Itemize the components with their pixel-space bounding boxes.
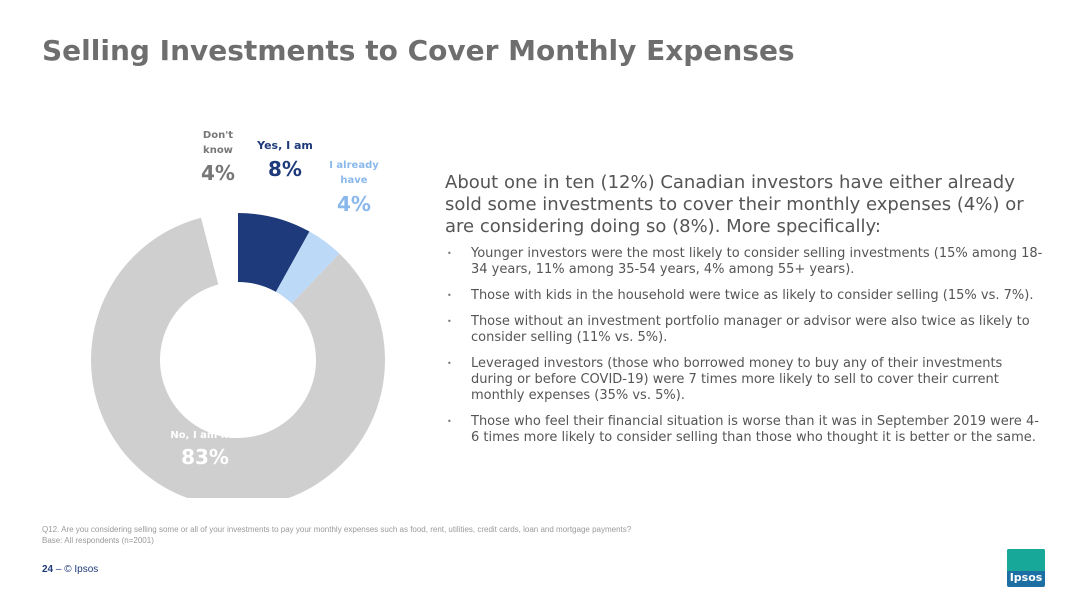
footnote-base: Base: All respondents (n=2001) — [42, 536, 154, 545]
bullet-text: Leveraged investors (those who borrowed … — [471, 356, 1003, 403]
slice-value-dont-know: 4% — [201, 161, 235, 185]
bullet-text: Those without an investment portfolio ma… — [471, 314, 1030, 345]
slice-label-i-already-have: have — [340, 175, 367, 186]
logo-band — [1007, 549, 1045, 571]
slice-value-i-already-have: 4% — [337, 192, 371, 216]
bullet-text: Younger investors were the most likely t… — [471, 246, 1043, 277]
slice-label-dont-know: Don't — [203, 130, 233, 141]
bullet-item: • Younger investors were the most likely … — [445, 246, 1045, 278]
bullet-dot: • — [447, 249, 452, 258]
bullet-dot: • — [447, 291, 452, 300]
donut-chart: Yes, I am 8% I already have 4% No, I am not 83… — [91, 130, 385, 498]
copyright: © Ipsos — [64, 564, 99, 575]
bullet-item: • Those who feel their financial situatio… — [445, 414, 1045, 446]
page-footer: 24 – © Ipsos — [42, 564, 98, 575]
bullet-item: • Those with kids in the household were t… — [445, 288, 1045, 304]
bullet-dot: • — [447, 359, 452, 368]
slice-label-dont-know: know — [203, 145, 233, 156]
bullet-list: • Younger investors were the most likely … — [445, 246, 1045, 456]
slice-label-i-already-have: I already — [329, 160, 379, 171]
bullet-dot: • — [447, 317, 452, 326]
footer-separator: – — [55, 564, 62, 575]
page-number: 24 — [42, 564, 54, 575]
donut-slice-don-t-know — [201, 213, 238, 285]
slice-value-no-i-am-not: 83% — [181, 445, 229, 469]
footnote-question: Q12. Are you considering selling some or… — [42, 525, 632, 534]
slice-label-yes-i-am: Yes, I am — [256, 139, 313, 152]
summary-text: About one in ten (12%) Canadian investor… — [445, 172, 1024, 237]
bullet-text: Those who feel their financial situation… — [471, 414, 1039, 445]
page-title: Selling Investments to Cover Monthly Exp… — [42, 34, 795, 67]
bullet-item: • Leveraged investors (those who borrowed… — [445, 356, 1045, 404]
logo-text: Ipsos — [1009, 571, 1043, 584]
donut-slice-yes-i-am — [238, 213, 310, 292]
ipsos-logo: Ipsos — [1007, 549, 1045, 587]
slice-label-no-i-am-not: No, I am not — [170, 430, 239, 441]
bullet-dot: • — [447, 417, 452, 426]
footnote: Q12. Are you considering selling some or… — [42, 524, 631, 546]
donut-slice-i-already-have — [275, 231, 340, 304]
slice-value-yes-i-am: 8% — [268, 157, 302, 181]
donut-slice-no-i-am-not — [91, 217, 385, 498]
bullet-item: • Those without an investment portfolio m… — [445, 314, 1045, 346]
bullet-text: Those with kids in the household were tw… — [471, 288, 1034, 303]
